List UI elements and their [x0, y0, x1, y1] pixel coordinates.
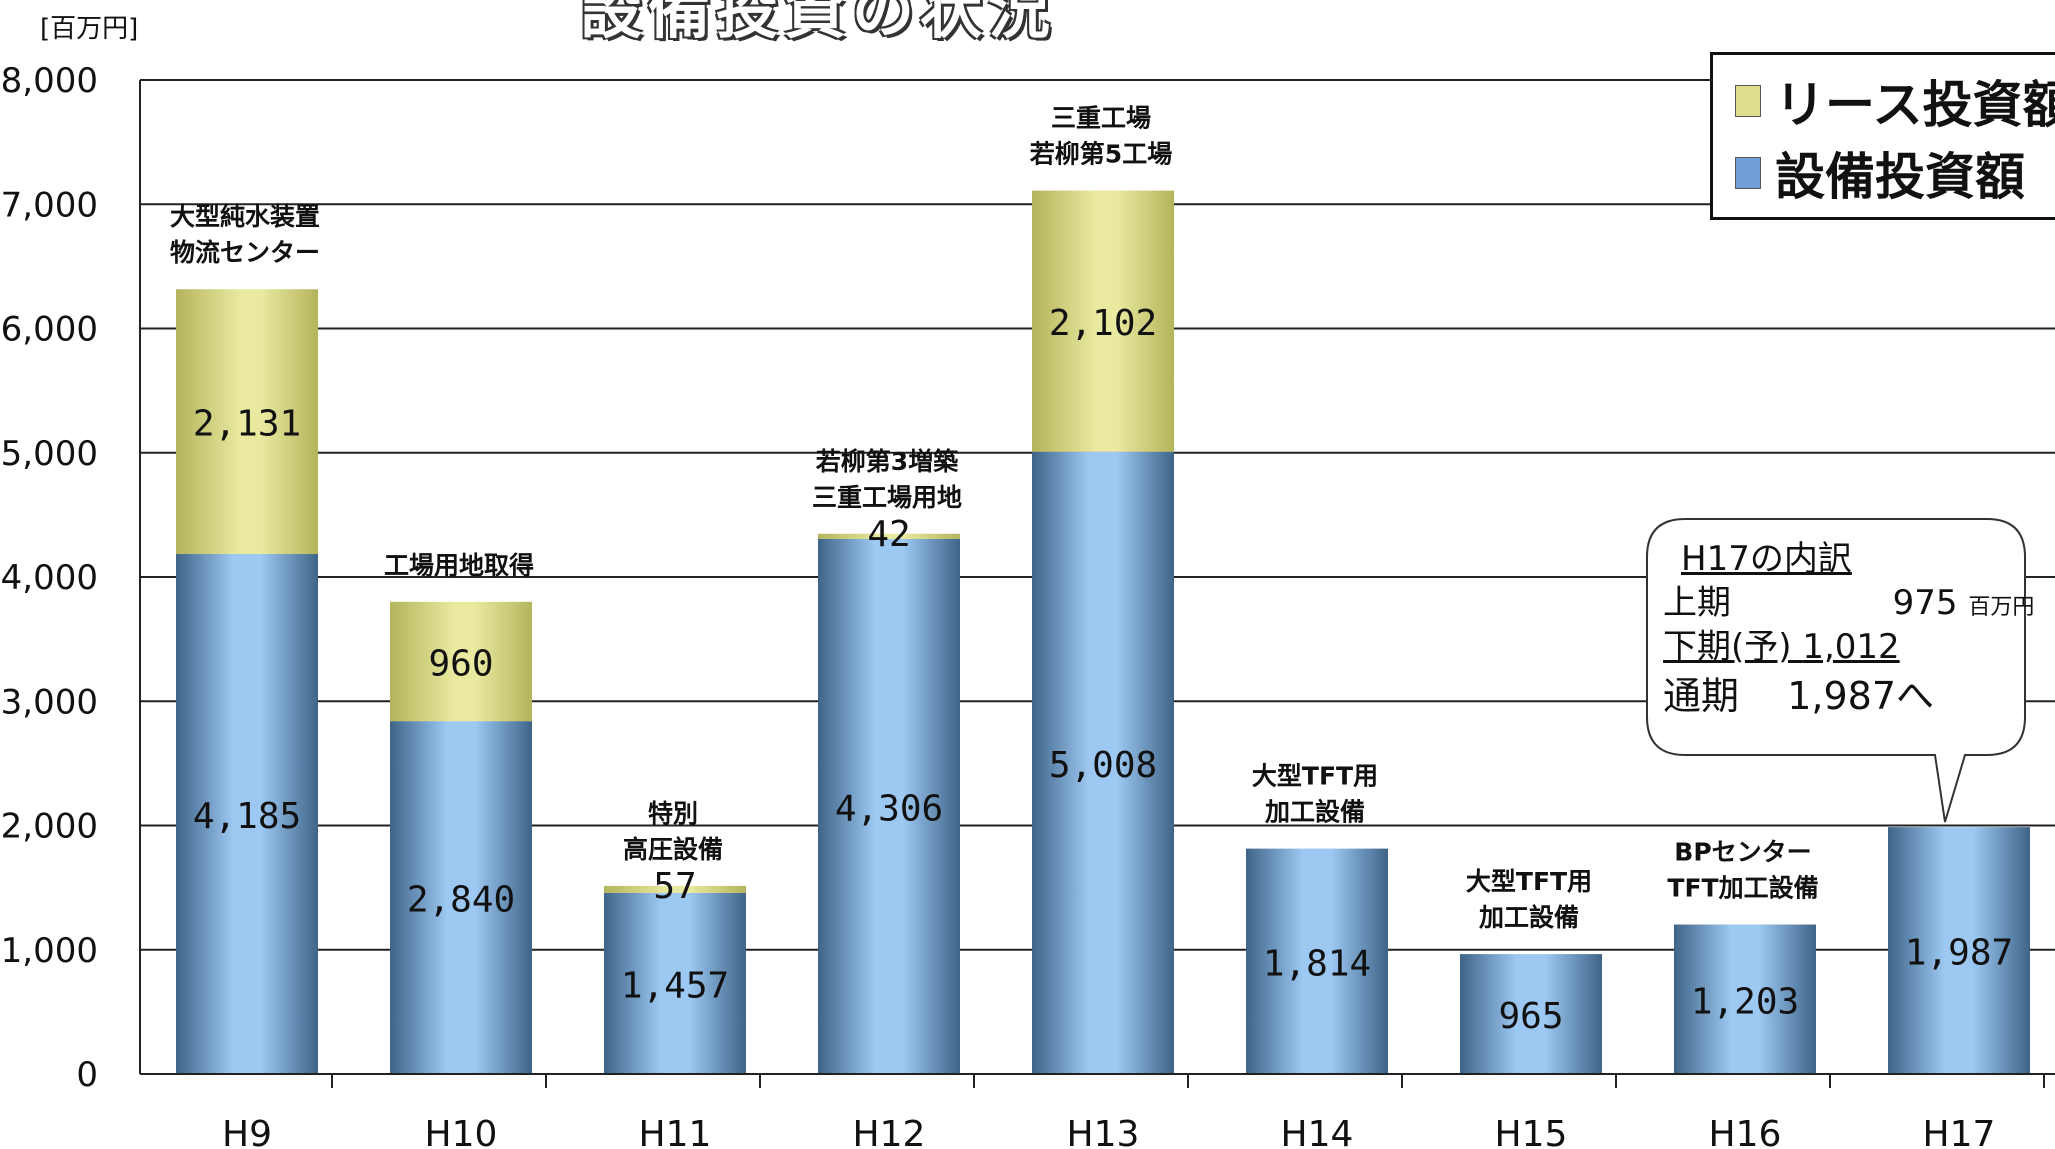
callout-row-unit: 百万円 [1968, 595, 2035, 620]
bar-annotation: 若柳第3増築 [815, 447, 959, 476]
legend-item-equipment: 設備投資額 [1735, 143, 2025, 206]
bar-equipment [1032, 451, 1174, 1075]
bar-annotation: 工場用地取得 [384, 551, 534, 580]
bar-equipment [1246, 848, 1388, 1074]
y-tick-label: 5,000 [1, 434, 98, 474]
bar-equipment [1888, 827, 2030, 1074]
x-tick-label: H16 [1709, 1114, 1782, 1149]
data-label-equipment: 2,840 [407, 880, 515, 921]
bar-lease [176, 289, 318, 555]
bar-equipment [1674, 924, 1816, 1074]
data-label-lease: 960 [428, 643, 493, 684]
data-label-equipment: 5,008 [1049, 745, 1157, 786]
bar-equipment [390, 721, 532, 1074]
data-label-equipment: 1,203 [1691, 981, 1799, 1022]
y-tick-label: 2,000 [1, 807, 98, 847]
callout-row-label: 下期(予) [1663, 627, 1792, 667]
callout-bubble [1646, 518, 2026, 823]
bar-lease [1032, 190, 1174, 452]
bar-equipment [604, 892, 746, 1074]
callout-row-label: 上期 [1663, 583, 1731, 623]
bar-equipment [1460, 954, 1602, 1074]
chart-title: 設備投資の状況 [580, 0, 1057, 47]
y-tick-label: 7,000 [1, 185, 98, 225]
data-label-equipment: 965 [1498, 996, 1563, 1037]
bar-annotation: 大型TFT用 [1466, 867, 1592, 896]
y-tick-label: 3,000 [1, 682, 98, 722]
bar-lease [390, 601, 532, 722]
x-tick-label: H10 [425, 1114, 498, 1149]
bar-annotation: BPセンター [1674, 838, 1811, 867]
bar-annotation: 若柳第5工場 [1029, 140, 1172, 169]
legend-swatch-equipment [1735, 157, 1761, 189]
legend-swatch-lease [1735, 85, 1761, 117]
callout-row-value: 1,012 [1802, 627, 1900, 667]
legend-item-lease: リース投資額 [1735, 71, 2055, 134]
bar-annotation: 三重工場用地 [812, 483, 962, 512]
data-label-equipment: 1,987 [1905, 933, 2013, 974]
bar-equipment [818, 538, 960, 1074]
callout-row-label: 通期 [1663, 674, 1740, 718]
bar-annotation: 大型TFT用 [1252, 762, 1378, 791]
callout-row-value: 1,987へ [1787, 674, 1934, 718]
bar-lease [604, 885, 746, 893]
bar-annotation: 高圧設備 [623, 835, 723, 864]
callout-row-value: 975 [1892, 583, 1958, 623]
x-tick-label: H15 [1495, 1114, 1568, 1149]
bar-lease [818, 533, 960, 539]
x-tick-label: H17 [1923, 1114, 1996, 1149]
x-tick-label: H9 [222, 1114, 272, 1149]
bar-annotation: 特別 [648, 799, 698, 828]
bar-annotation: 大型純水装置 [170, 202, 320, 231]
data-label-equipment: 1,457 [621, 965, 729, 1006]
x-tick-label: H13 [1067, 1114, 1140, 1149]
data-label-lease: 57 [653, 866, 696, 907]
data-label-lease: 42 [867, 514, 910, 555]
bar-annotation: 三重工場 [1051, 104, 1151, 133]
callout-row-full-year: 通期 1,987へ [1663, 665, 1934, 720]
bar-equipment [176, 554, 318, 1074]
x-tick-label: H14 [1281, 1114, 1354, 1149]
callout-row-second-half: 下期(予) 1,012 [1663, 619, 1900, 668]
x-tick-label: H12 [853, 1114, 926, 1149]
callout-row-first-half: 上期 975 百万円 [1663, 575, 2034, 624]
data-label-equipment: 4,306 [835, 788, 943, 829]
y-tick-label: 4,000 [1, 558, 98, 598]
data-label-lease: 2,131 [193, 404, 301, 445]
bar-annotation: 加工設備 [1264, 798, 1365, 827]
y-tick-label: 1,000 [1, 931, 98, 971]
y-tick-label: 6,000 [1, 310, 98, 350]
legend: リース投資額 設備投資額 [1710, 52, 2055, 220]
h17-breakdown-callout: H17の内訳 上期 975 百万円 下期(予) 1,012 通期 1,987へ [1645, 517, 2034, 823]
data-label-equipment: 1,814 [1263, 943, 1371, 984]
y-tick-label: 0 [76, 1055, 98, 1095]
y-tick-label: 8,000 [1, 61, 98, 101]
legend-label-lease: リース投資額 [1775, 76, 2055, 134]
x-tick-label: H11 [639, 1114, 712, 1149]
legend-label-equipment: 設備投資額 [1775, 148, 2025, 206]
callout-title: H17の内訳 [1681, 539, 1852, 579]
unit-label: [百万円] [40, 14, 139, 44]
data-label-equipment: 4,185 [193, 796, 301, 837]
bar-annotation: 加工設備 [1478, 903, 1579, 932]
data-label-lease: 2,102 [1049, 303, 1157, 344]
bar-annotation: TFT加工設備 [1667, 874, 1818, 903]
bar-annotation: 物流センター [170, 238, 320, 267]
